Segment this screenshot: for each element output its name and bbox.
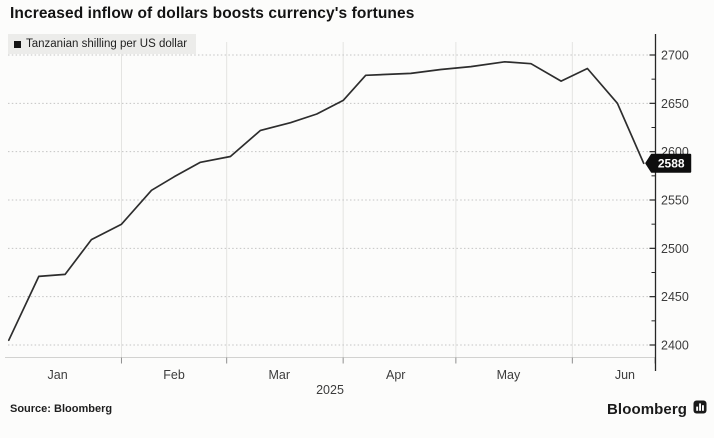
y-tick-label: 2650 — [661, 97, 689, 111]
x-month-label: Feb — [163, 368, 185, 382]
x-month-label: Mar — [269, 368, 291, 382]
chart-title: Increased inflow of dollars boosts curre… — [10, 5, 415, 22]
bloomberg-logo-text: Bloomberg — [607, 401, 688, 418]
x-year-label: 2025 — [316, 383, 344, 397]
y-tick-label: 2400 — [661, 339, 689, 353]
y-tick-label: 2450 — [661, 290, 689, 304]
legend-label: Tanzanian shilling per US dollar — [26, 38, 188, 50]
x-month-label: May — [497, 368, 521, 382]
x-month-label: Jun — [615, 368, 635, 382]
x-month-label: Apr — [386, 368, 405, 382]
bloomberg-bars-icon — [693, 400, 707, 414]
y-tick-label: 2500 — [661, 242, 689, 256]
y-tick-label: 2700 — [661, 49, 689, 63]
legend: Tanzanian shilling per US dollar — [8, 34, 197, 54]
source-note: Source: Bloomberg — [10, 403, 113, 415]
bloomberg-logo-icon — [693, 400, 707, 419]
last-value-label: 2588 — [658, 157, 685, 171]
x-month-label: Jan — [48, 368, 68, 382]
legend-swatch — [14, 40, 21, 48]
y-tick-label: 2550 — [661, 194, 689, 208]
bloomberg-logo: Bloomberg — [607, 400, 707, 419]
series-line — [7, 60, 645, 342]
last-value-badge — [645, 153, 692, 173]
